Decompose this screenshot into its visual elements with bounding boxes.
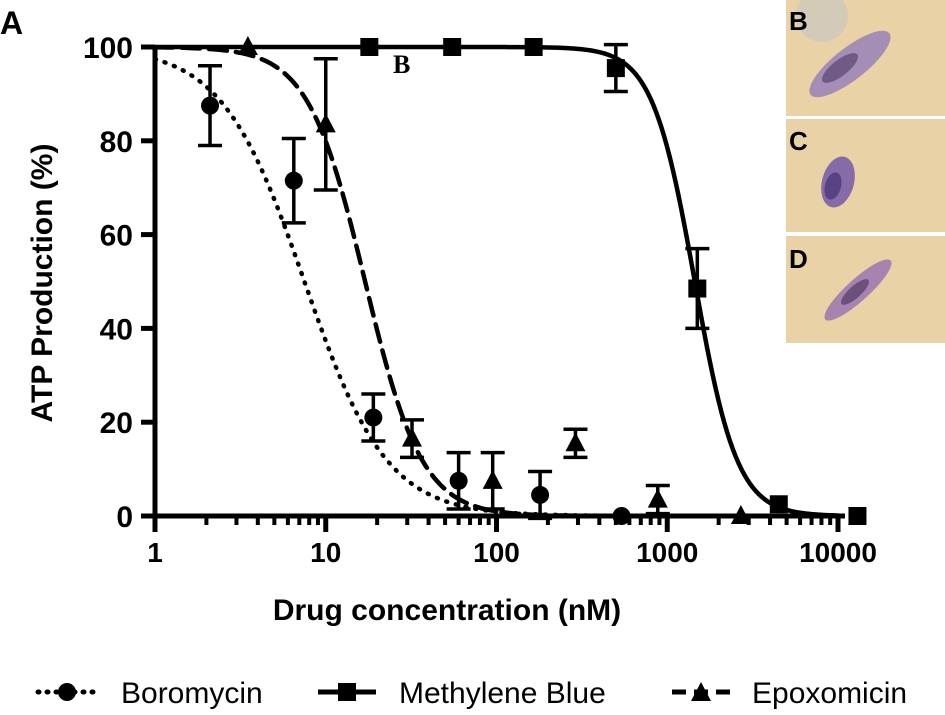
data-point-epoxomicin: [315, 113, 336, 133]
data-point-methylene-blue: [848, 507, 867, 525]
fit-curve-methylene-blue: [152, 44, 841, 518]
data-point-boromycin: [531, 485, 550, 504]
debris-icon: [796, 0, 848, 42]
image-label-b: B: [789, 6, 808, 36]
legend-marker-square: [338, 683, 356, 701]
legend-label-epoxomicin: Epoxomicin: [752, 677, 907, 710]
legend-item-epoxomicin: Epoxomicin: [672, 677, 907, 710]
error-bars: [198, 42, 710, 521]
legend-marker-circle: [58, 683, 76, 701]
fit-curves: [152, 44, 841, 519]
panel-label: A: [0, 5, 23, 41]
data-point-epoxomicin: [402, 427, 423, 447]
data-point-epoxomicin: [237, 36, 258, 55]
data-point-methylene-blue: [769, 495, 788, 514]
axes: 0 20 40 60 80 100 1 10 100 1000 10000: [83, 32, 877, 568]
data-markers: [201, 36, 867, 525]
data-point-boromycin: [201, 96, 220, 115]
legend-item-methylene-blue: Methylene Blue: [318, 677, 606, 710]
plot-area: 0 20 40 60 80 100 1 10 100 1000 10000 B: [83, 32, 877, 568]
data-point-boromycin: [364, 408, 383, 427]
data-point-methylene-blue: [360, 38, 379, 56]
x-ticks: 1 10 100 1000 10000: [147, 516, 877, 568]
data-point-boromycin: [284, 171, 303, 190]
y-ticks: 0 20 40 60 80 100: [83, 32, 155, 534]
y-tick-label-60: 60: [100, 220, 133, 253]
y-tick-label-80: 80: [100, 126, 133, 159]
x-tick-label-100: 100: [473, 537, 520, 568]
image-c: C: [786, 119, 945, 232]
x-axis-title: Drug concentration (nM): [273, 594, 621, 627]
data-point-epoxomicin: [482, 469, 503, 489]
data-point-methylene-blue: [688, 279, 707, 298]
x-tick-label-10: 10: [310, 537, 341, 568]
data-point-epoxomicin: [565, 432, 586, 452]
data-point-methylene-blue: [606, 59, 625, 78]
x-tick-label-1000: 1000: [636, 537, 698, 568]
x-tick-label-1: 1: [147, 537, 163, 568]
fit-curve-epoxomicin: [152, 45, 841, 519]
x-tick-label-10000: 10000: [799, 537, 877, 568]
y-tick-label-100: 100: [83, 32, 133, 65]
image-label-c: C: [789, 126, 808, 156]
fit-curve-boromycin: [152, 56, 841, 519]
image-b: B: [786, 0, 945, 116]
legend-marker-triangle: [691, 682, 711, 701]
image-d: D: [786, 236, 945, 343]
legend-label-methylene-blue: Methylene Blue: [399, 677, 606, 710]
stray-label: B: [393, 50, 410, 79]
legend: Boromycin Methylene Blue Epoxomicin: [35, 677, 907, 710]
image-label-d: D: [789, 244, 808, 274]
data-point-methylene-blue: [524, 38, 543, 56]
y-tick-label-20: 20: [100, 407, 133, 440]
data-point-methylene-blue: [443, 38, 462, 56]
legend-item-boromycin: Boromycin: [35, 677, 263, 710]
y-tick-label-0: 0: [116, 501, 133, 534]
legend-label-boromycin: Boromycin: [121, 677, 263, 710]
y-axis-title: ATP Production (%): [26, 144, 59, 423]
data-point-boromycin: [449, 471, 468, 490]
y-tick-label-40: 40: [100, 313, 133, 346]
data-point-epoxomicin: [647, 488, 668, 508]
